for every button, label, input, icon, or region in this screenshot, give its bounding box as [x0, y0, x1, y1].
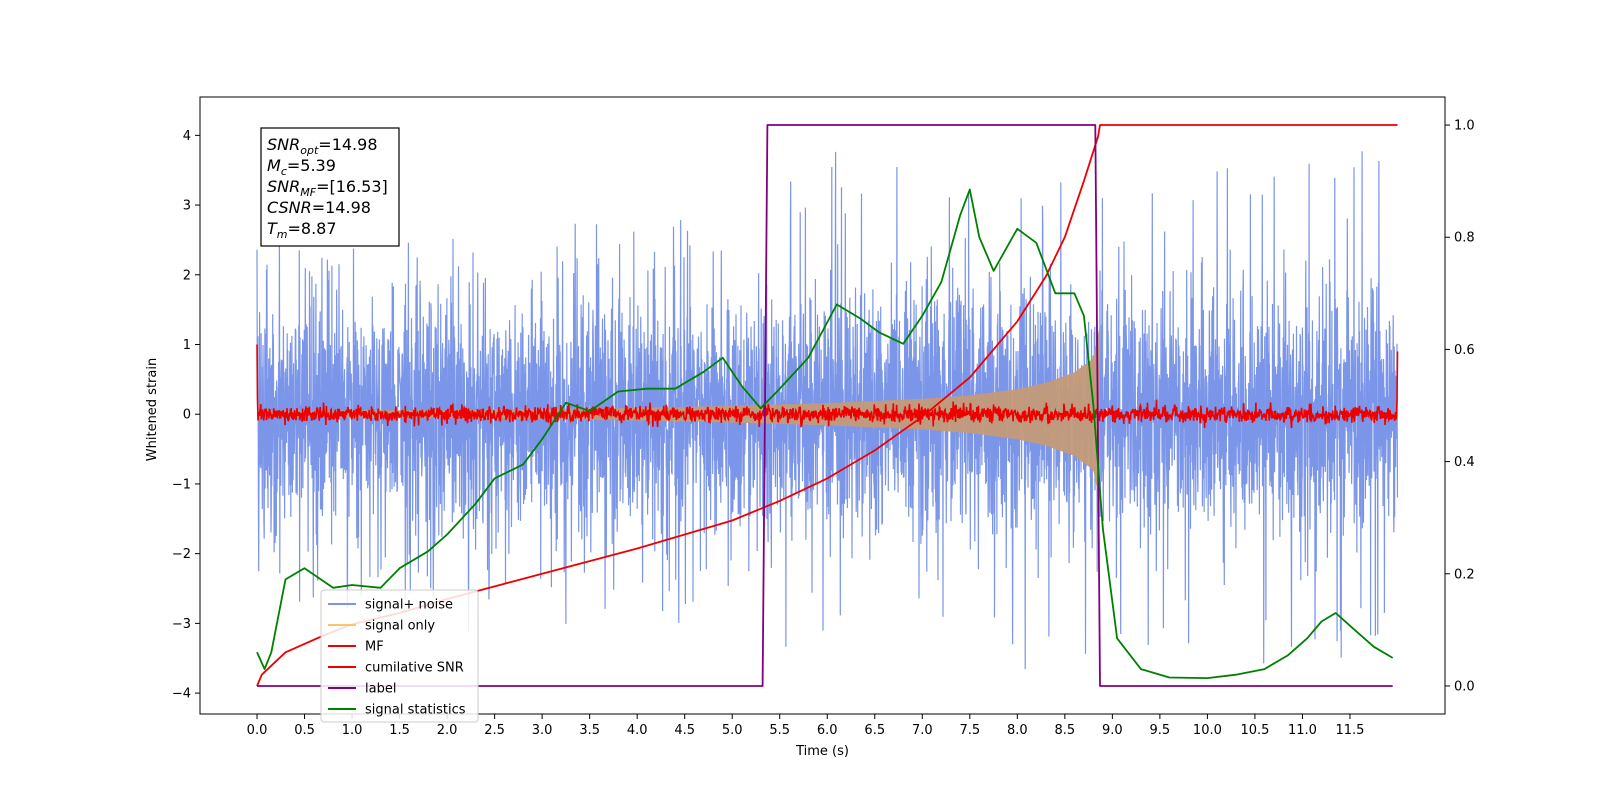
x-tick-label: 10.0: [1193, 723, 1222, 738]
x-tick-label: 2.5: [484, 723, 505, 738]
axes-border: [199, 96, 1446, 715]
stats-value: =8.87: [288, 219, 337, 238]
stats-line: SNRopt=14.98: [267, 135, 378, 157]
x-tick-label: 9.5: [1150, 723, 1171, 738]
x-tick-label: 11.5: [1335, 723, 1364, 738]
series-signal-statistics: [256, 188, 1394, 679]
stats-symbol: SNR: [267, 177, 300, 196]
legend-box: [320, 589, 479, 723]
stats-subscript: opt: [300, 144, 319, 157]
legend-label: cumilative SNR: [365, 661, 464, 676]
stats-subscript: MF: [300, 186, 316, 199]
x-tick-label: 2.0: [437, 723, 458, 738]
x-axis-title: Time (s): [795, 744, 849, 759]
y2-tick-label: 0.2: [1454, 567, 1475, 582]
axes-frame: [199, 96, 1446, 715]
series-signal-noise: [256, 151, 1399, 670]
x-tick-label: 10.5: [1240, 723, 1269, 738]
legend-label: MF: [365, 640, 384, 655]
y-tick-label: 2: [183, 268, 191, 283]
legend-label: signal+ noise: [365, 598, 453, 613]
x-tick-label: 3.0: [532, 723, 553, 738]
x-tick-label: 11.0: [1288, 723, 1317, 738]
y-tick-label: 4: [183, 129, 191, 144]
y2-tick-label: 0.6: [1454, 343, 1475, 358]
x-tick-label: 5.5: [769, 723, 790, 738]
x-tick-label: 7.0: [912, 723, 933, 738]
legend-label: label: [365, 682, 396, 697]
y-tick-label: 1: [183, 338, 191, 353]
x-tick-label: 8.5: [1055, 723, 1076, 738]
x-tick-label: 0.5: [294, 723, 315, 738]
stats-line: CSNR=14.98: [267, 198, 371, 217]
series-label: [257, 124, 1393, 687]
x-tick-label: 8.0: [1007, 723, 1028, 738]
y-tick-label: −2: [172, 547, 191, 562]
x-tick-label: 9.0: [1102, 723, 1123, 738]
x-tick-label: 3.5: [579, 723, 600, 738]
y2-tick-label: 0.8: [1454, 231, 1475, 246]
stats-subscript: c: [281, 165, 287, 178]
y-tick-label: 3: [183, 199, 191, 214]
x-axis: 0.0 0.5 1.0 1.5 2.0 2.5 3.0 3.5 4.0 4.5 5.0 5.5 6.0 6…: [247, 714, 1364, 738]
y-tick-label: −1: [172, 477, 191, 492]
x-tick-label: 6.0: [817, 723, 838, 738]
stats-value: =5.39: [287, 156, 336, 175]
y-axis-left: −4 −3 −2 −1 0 1 2 3 4: [172, 129, 200, 702]
stats-symbol: SNR: [267, 135, 300, 154]
stats-box: SNRopt=14.98Mc=5.39SNRMF=[16.53]CSNR=14.…: [260, 127, 400, 247]
stats-symbol: M: [267, 156, 281, 175]
stats-subscript: m: [277, 228, 288, 241]
y2-tick-label: 0.4: [1454, 455, 1475, 470]
y-tick-label: −4: [172, 687, 191, 702]
x-tick-label: 7.5: [959, 723, 980, 738]
legend-label: signal statistics: [365, 703, 466, 718]
x-tick-label: 5.0: [722, 723, 743, 738]
stats-line: Mc=5.39: [267, 156, 336, 178]
y-tick-label: 0: [183, 408, 191, 423]
x-tick-label: 0.0: [247, 723, 268, 738]
x-tick-label: 4.5: [674, 723, 695, 738]
y2-tick-label: 0.0: [1454, 679, 1475, 694]
y2-tick-label: 1.0: [1454, 119, 1475, 134]
stats-line: Tm=8.87: [267, 219, 337, 241]
stats-box-border: [260, 127, 400, 247]
x-tick-label: 4.0: [627, 723, 648, 738]
stats-line: SNRMF=[16.53]: [267, 177, 388, 199]
stats-symbol: T: [267, 219, 278, 238]
x-tick-label: 1.5: [389, 723, 410, 738]
stats-value: =14.98: [318, 135, 377, 154]
series-mf: [256, 344, 1399, 429]
y-axis-title: Whitened strain: [145, 358, 160, 461]
y-tick-label: −3: [172, 617, 191, 632]
x-tick-label: 6.5: [864, 723, 885, 738]
stats-value: =[16.53]: [316, 177, 388, 196]
stats-symbol: CSNR: [267, 198, 312, 217]
stats-value: =14.98: [312, 198, 371, 217]
legend: signal+ noise signal only MF cumilative SNR…: [320, 589, 479, 723]
y-axis-right: 0.0 0.2 0.4 0.6 0.8 1.0: [1445, 119, 1475, 694]
legend-label: signal only: [365, 619, 435, 634]
x-tick-label: 1.0: [342, 723, 363, 738]
